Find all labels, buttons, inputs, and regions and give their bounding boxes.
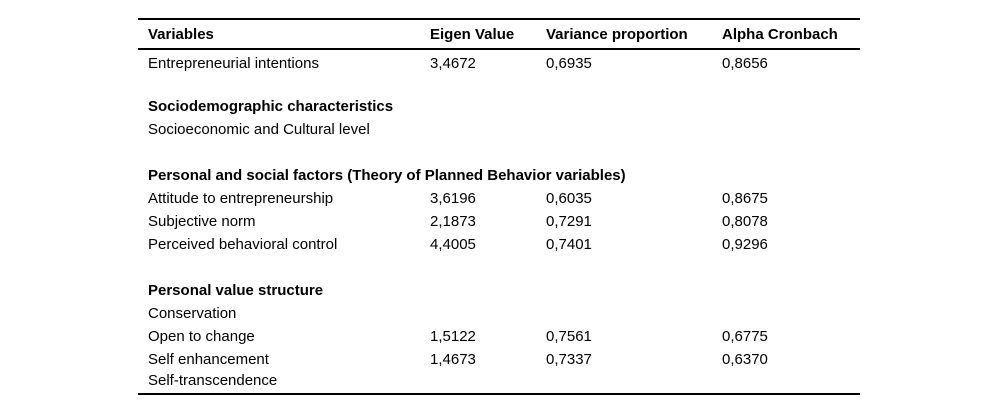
variable-cell: Socioeconomic and Cultural level	[148, 121, 370, 138]
table-body: Entrepreneurial intentions 3,4672 0,6935 0,…	[138, 49, 860, 394]
eigen-value-cell: 2,1873	[430, 213, 476, 230]
variable-cell: Open to change	[148, 328, 255, 345]
variable-cell: Subjective norm	[148, 213, 256, 230]
table-row: Conservation	[138, 302, 860, 325]
alpha-cronbach-cell: 0,6775	[722, 328, 768, 345]
variance-proportion-cell: 0,7337	[546, 351, 592, 368]
alpha-cronbach-cell: 0,6370	[722, 351, 768, 368]
variable-cell	[138, 256, 860, 279]
variance-proportion-cell: 0,7561	[546, 328, 592, 345]
variance-proportion-cell: 0,7401	[546, 236, 592, 253]
alpha-cronbach-cell: 0,8675	[722, 190, 768, 207]
section-header-row: Personal and social factors (Theory of P…	[138, 164, 860, 187]
table-row: Attitude to entrepreneurship 3,6196 0,6035…	[138, 187, 860, 210]
eigen-value-cell: 3,6196	[430, 190, 476, 207]
variable-cell: Entrepreneurial intentions	[148, 55, 319, 72]
variance-proportion-cell: 0,7291	[546, 213, 592, 230]
section-header-row: Sociodemographic characteristics	[138, 95, 860, 118]
column-header-variables: Variables	[148, 26, 214, 43]
variable-cell	[138, 141, 860, 164]
column-header-eigen-value: Eigen Value	[430, 26, 515, 43]
spacer-row	[138, 72, 860, 95]
table-row: Self enhancement 1,4673 0,7337 0,6370	[138, 348, 860, 371]
variable-cell: Sociodemographic characteristics	[148, 98, 394, 115]
spacer-row	[138, 256, 860, 279]
table-row: Open to change 1,5122 0,7561 0,6775	[138, 325, 860, 348]
factor-analysis-table: Variables Eigen Value Variance proportio…	[138, 18, 860, 395]
variable-cell: Personal value structure	[148, 282, 324, 299]
table-header: Variables Eigen Value Variance proportio…	[138, 19, 860, 49]
variable-cell	[138, 72, 860, 95]
table-row: Entrepreneurial intentions 3,4672 0,6935 0,…	[138, 49, 860, 72]
variable-cell: Self-transcendence	[148, 372, 278, 389]
table-row: Self-transcendence	[138, 371, 860, 394]
header-row: Variables Eigen Value Variance proportio…	[138, 19, 860, 49]
table-row: Socioeconomic and Cultural level	[138, 118, 860, 141]
eigen-value-cell: 3,4672	[430, 55, 476, 72]
column-header-alpha-cronbach: Alpha Cronbach	[722, 26, 838, 43]
variance-proportion-cell: 0,6935	[546, 55, 592, 72]
variable-cell: Self enhancement	[148, 351, 269, 368]
variable-cell: Perceived behavioral control	[148, 236, 338, 253]
eigen-value-cell: 4,4005	[430, 236, 476, 253]
variance-proportion-cell: 0,6035	[546, 190, 592, 207]
variable-cell: Personal and social factors (Theory of P…	[148, 167, 626, 184]
statistics-table-container: Variables Eigen Value Variance proportio…	[138, 18, 860, 395]
eigen-value-cell: 1,5122	[430, 328, 476, 345]
column-header-variance-proportion: Variance proportion	[546, 26, 688, 43]
section-header-row: Personal value structure	[138, 279, 860, 302]
spacer-row	[138, 141, 860, 164]
table-row: Perceived behavioral control 4,4005 0,7401…	[138, 233, 860, 256]
alpha-cronbach-cell: 0,9296	[722, 236, 768, 253]
table-row: Subjective norm 2,1873 0,7291 0,8078	[138, 210, 860, 233]
alpha-cronbach-cell: 0,8656	[722, 55, 768, 72]
variable-cell: Conservation	[148, 305, 237, 322]
variable-cell: Attitude to entrepreneurship	[148, 190, 334, 207]
alpha-cronbach-cell: 0,8078	[722, 213, 768, 230]
eigen-value-cell: 1,4673	[430, 351, 476, 368]
